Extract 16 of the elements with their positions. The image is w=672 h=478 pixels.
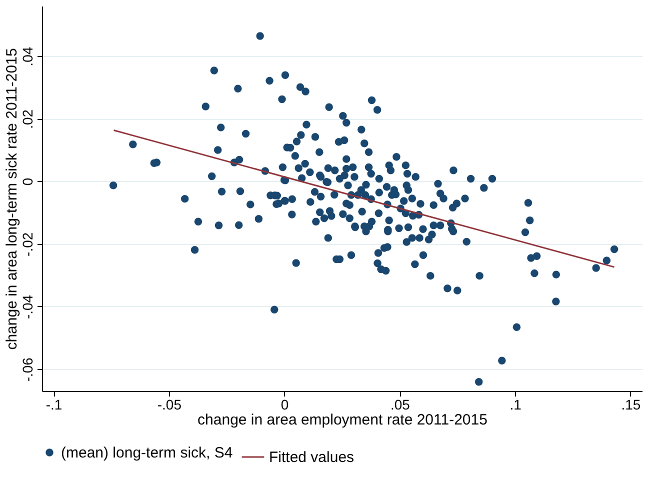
- y-tick-label: 0: [20, 178, 36, 186]
- x-tick-label: 0: [280, 396, 289, 412]
- y-tick-label: .04: [20, 46, 36, 66]
- x-tick-label: -.1: [46, 396, 62, 412]
- x-tick-label: .1: [510, 396, 522, 412]
- x-axis-title: change in area employment rate 2011-2015: [198, 412, 488, 428]
- y-tick-label: .02: [20, 109, 36, 129]
- x-tick-label: -.05: [157, 396, 182, 412]
- y-axis-title: change in area long-term sick rate 2011-2015: [4, 48, 20, 350]
- x-tick-label: .15: [621, 396, 641, 412]
- legend-label: Fitted values: [269, 449, 354, 466]
- x-tick-label: .05: [390, 396, 410, 412]
- y-tick-label: -.06: [20, 357, 36, 382]
- y-tick-label: -.02: [20, 232, 36, 256]
- y-tick-label: -.04: [20, 294, 36, 320]
- legend-label: (mean) long-term sick, S4: [61, 444, 233, 462]
